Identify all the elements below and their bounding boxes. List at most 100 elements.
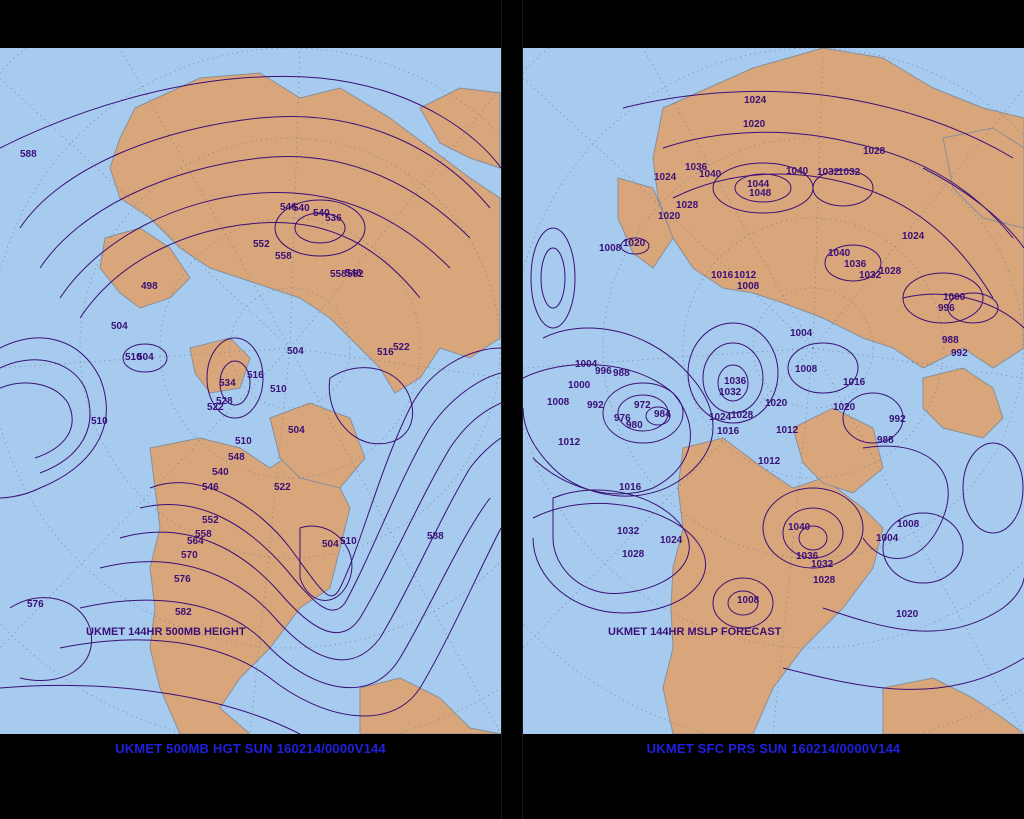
- isobar-label: 988: [613, 368, 630, 379]
- contour-label: 510: [125, 352, 142, 363]
- contour-label: 516: [377, 347, 394, 358]
- isobar-label: 1036: [685, 162, 708, 173]
- isobar-label: 1028: [731, 410, 754, 421]
- isobar-label: 1020: [765, 398, 788, 409]
- isobar-label: 992: [889, 414, 906, 425]
- isobar-label: 992: [951, 348, 968, 359]
- contour-label: 504: [111, 321, 128, 332]
- height-contours: [0, 75, 501, 734]
- contour-label: 522: [207, 402, 224, 413]
- contour-label: 504: [137, 352, 154, 363]
- contour-label: 546: [202, 482, 219, 493]
- isobar-label: 1024: [654, 172, 677, 183]
- isobar-label: 1040: [828, 248, 851, 259]
- isobar-label: 1016: [711, 270, 734, 281]
- isobar-label: 1040: [699, 169, 722, 180]
- isobar-label: 1032: [859, 270, 882, 281]
- isobar-label: 1048: [749, 188, 772, 199]
- isobar-label: 1024: [744, 95, 767, 106]
- isobar-label: 984: [654, 409, 671, 420]
- isobar-label: 1008: [737, 281, 760, 292]
- isobar-label: 1020: [658, 211, 681, 222]
- isobar-label: 1028: [863, 146, 886, 157]
- isobar-label: 976: [614, 413, 631, 424]
- isobar-label: 1016: [619, 482, 642, 493]
- contour-label: 504: [287, 346, 304, 357]
- isobar-label: 1016: [843, 377, 866, 388]
- contour-label: 548: [228, 452, 245, 463]
- isobar-label: 972: [634, 400, 651, 411]
- map-mslp-forecast: 1024 1020 1028 1036 1040 1044 1048 1040 …: [523, 48, 1024, 734]
- contour-label: 588: [427, 531, 444, 542]
- isobar-label: 1016: [717, 426, 740, 437]
- contour-label: 498: [141, 281, 158, 292]
- panel-caption: UKMET 500MB HGT SUN 160214/0000V144: [115, 741, 386, 756]
- isobar-label: 1004: [575, 359, 598, 370]
- isobar-label: 1004: [790, 328, 813, 339]
- isobar-label: 1032: [719, 387, 742, 398]
- isobar-label: 1012: [758, 456, 781, 467]
- isobar-label: 1008: [599, 243, 622, 254]
- map-500mb-height: 588 498 504 510 504 510 534 528 516 510 …: [0, 48, 501, 734]
- isobar-label: 1040: [786, 166, 809, 177]
- isobar-label: 992: [587, 400, 604, 411]
- contour-label: 588: [20, 149, 37, 160]
- isobar-label: 1020: [833, 402, 856, 413]
- contour-label: 504: [322, 539, 339, 550]
- isobar-label: 1028: [879, 266, 902, 277]
- isobar-label: 1024: [902, 231, 925, 242]
- isobar-label: 996: [595, 366, 612, 377]
- isobar-label: 1004: [876, 533, 899, 544]
- isobar-label: 1012: [558, 437, 581, 448]
- isobar-labels: 1024 1020 1028 1036 1040 1044 1048 1040 …: [547, 95, 968, 620]
- isobar-label: 1032: [617, 526, 640, 537]
- isobar-label: 1012: [734, 270, 757, 281]
- contour-label: 510: [235, 436, 252, 447]
- isobar-label: 1028: [622, 549, 645, 560]
- panel-caption: UKMET SFC PRS SUN 160214/0000V144: [646, 741, 901, 756]
- contour-label: 552: [202, 515, 219, 526]
- contour-label: 536: [325, 213, 342, 224]
- isobar-label: 1008: [737, 595, 760, 606]
- contour-label: 558: [330, 269, 347, 280]
- isobar-label: 1036: [844, 259, 867, 270]
- contour-label: 534: [219, 378, 236, 389]
- contour-label: 558: [275, 251, 292, 262]
- contour-labels: 588 498 504 510 504 510 534 528 516 510 …: [20, 149, 444, 618]
- contour-label: 570: [181, 550, 198, 561]
- contour-label: 516: [247, 370, 264, 381]
- isobar-label: 988: [942, 335, 959, 346]
- contour-label: 546: [280, 202, 297, 213]
- panel-500mb-height: 588 498 504 510 504 510 534 528 516 510 …: [0, 0, 501, 819]
- contour-label: 510: [340, 536, 357, 547]
- isobar-label: 1020: [743, 119, 766, 130]
- isobar-label: 1044: [747, 179, 770, 190]
- contour-label: 582: [175, 607, 192, 618]
- isobar-label: 1028: [813, 575, 836, 586]
- isobars: [523, 90, 1024, 690]
- contour-label: 558: [195, 529, 212, 540]
- contour-label: 540: [212, 467, 229, 478]
- inner-map-title: UKMET 144HR MSLP FORECAST: [608, 626, 782, 638]
- isobar-label: 1036: [724, 376, 747, 387]
- contour-label: 552: [347, 269, 364, 280]
- isobar-label: 1008: [897, 519, 920, 530]
- isobar-label: 1008: [795, 364, 818, 375]
- contour-label: 528: [216, 396, 233, 407]
- isobar-label: 1000: [568, 380, 591, 391]
- contour-label: 504: [288, 425, 305, 436]
- contour-label: 564: [187, 536, 204, 547]
- contour-label: 576: [174, 574, 191, 585]
- panel-mslp-forecast: 1024 1020 1028 1036 1040 1044 1048 1040 …: [523, 0, 1024, 819]
- isobar-label: 980: [626, 420, 643, 431]
- isobar-label: 1032: [838, 167, 861, 178]
- contour-label: 576: [27, 599, 44, 610]
- contour-label: 522: [393, 342, 410, 353]
- isobar-label: 1032: [811, 559, 834, 570]
- isobar-label: 1036: [796, 551, 819, 562]
- contour-label: 510: [270, 384, 287, 395]
- isobar-label: 988: [877, 435, 894, 446]
- isobar-label: 1000: [943, 292, 966, 303]
- isobar-label: 1032: [817, 167, 840, 178]
- contour-label: 522: [274, 482, 291, 493]
